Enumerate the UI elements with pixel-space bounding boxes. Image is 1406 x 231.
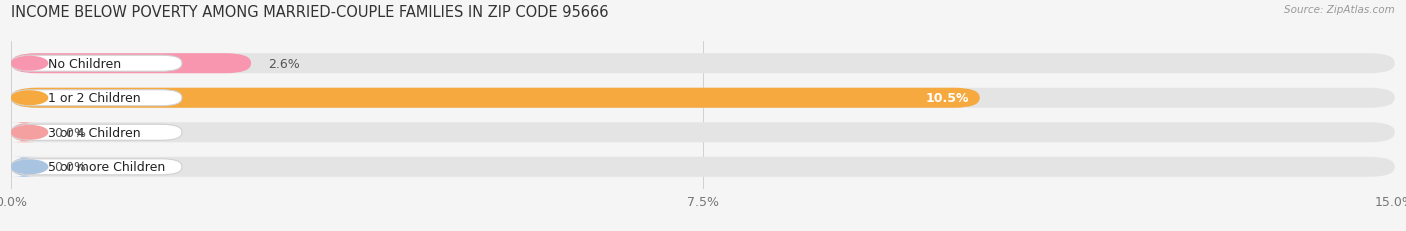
Text: 0.0%: 0.0% [53, 161, 86, 173]
FancyBboxPatch shape [11, 123, 37, 143]
Text: 0.0%: 0.0% [53, 126, 86, 139]
FancyBboxPatch shape [11, 88, 1395, 108]
FancyBboxPatch shape [11, 157, 1395, 177]
Text: No Children: No Children [48, 58, 121, 70]
FancyBboxPatch shape [11, 54, 252, 74]
FancyBboxPatch shape [11, 88, 980, 108]
FancyBboxPatch shape [11, 123, 1395, 143]
FancyBboxPatch shape [11, 157, 37, 177]
Circle shape [11, 126, 48, 140]
FancyBboxPatch shape [11, 159, 181, 175]
Text: Source: ZipAtlas.com: Source: ZipAtlas.com [1284, 5, 1395, 15]
Circle shape [11, 91, 48, 105]
Text: 5 or more Children: 5 or more Children [48, 161, 165, 173]
Text: 2.6%: 2.6% [267, 58, 299, 70]
Text: 3 or 4 Children: 3 or 4 Children [48, 126, 141, 139]
Circle shape [11, 160, 48, 174]
Text: 10.5%: 10.5% [925, 92, 969, 105]
FancyBboxPatch shape [11, 90, 181, 106]
Circle shape [11, 57, 48, 71]
FancyBboxPatch shape [11, 125, 181, 141]
FancyBboxPatch shape [11, 54, 1395, 74]
FancyBboxPatch shape [11, 56, 181, 72]
Text: INCOME BELOW POVERTY AMONG MARRIED-COUPLE FAMILIES IN ZIP CODE 95666: INCOME BELOW POVERTY AMONG MARRIED-COUPL… [11, 5, 609, 20]
Text: 1 or 2 Children: 1 or 2 Children [48, 92, 141, 105]
